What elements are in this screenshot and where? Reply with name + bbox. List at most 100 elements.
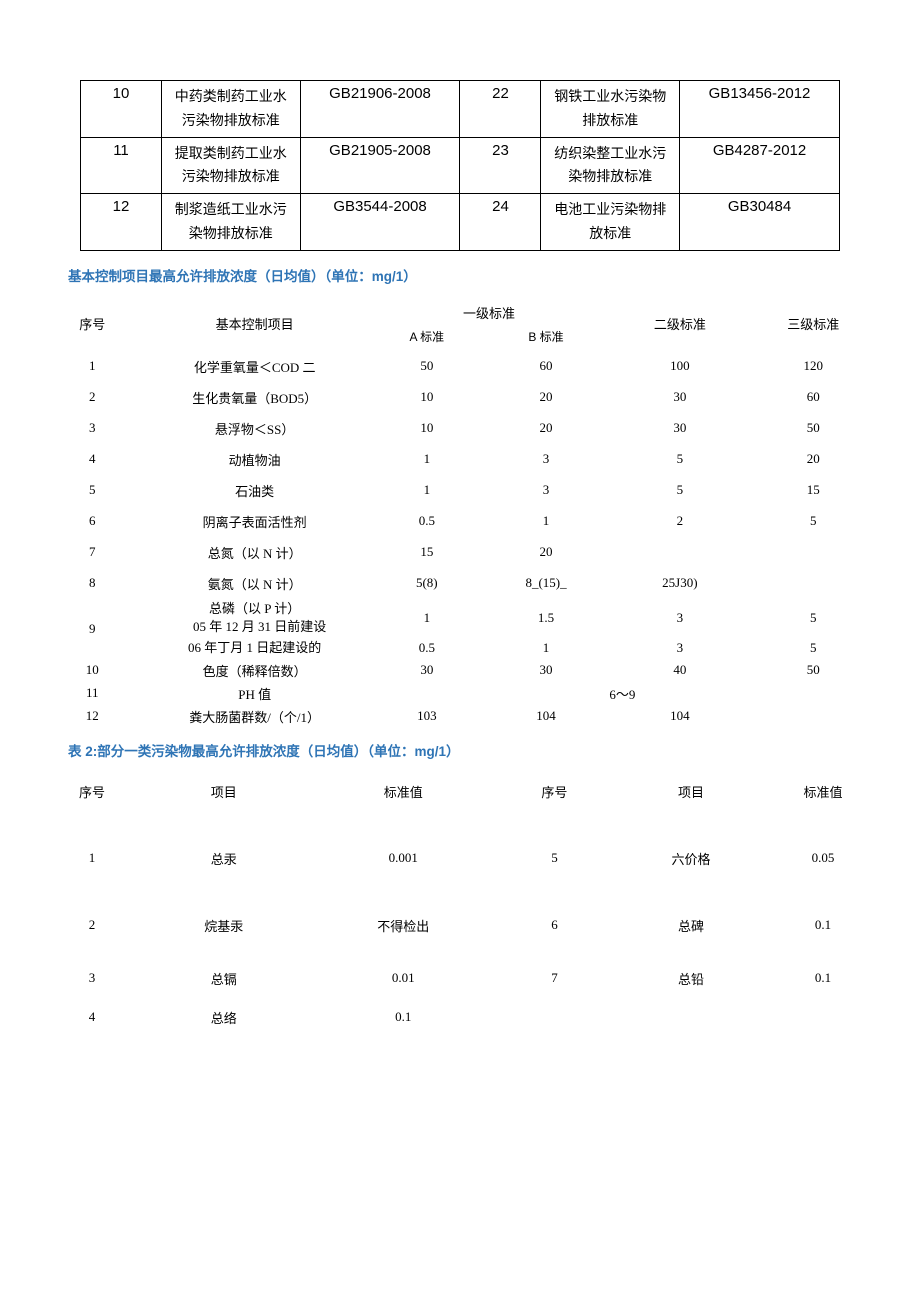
cell-l2: 3 bbox=[608, 638, 751, 659]
cell-merged: 6～9 bbox=[370, 682, 875, 705]
cell-seq: 7 bbox=[45, 537, 140, 568]
cell-item bbox=[611, 998, 771, 1037]
cell-l3: 5 bbox=[752, 506, 876, 537]
table-row: 9总磷（以 P 计）05 年 12 月 31 日前建设11.535 bbox=[45, 599, 875, 638]
basic-limits-table: 序号 基本控制项目 一级标准 二级标准 三级标准 A 标准 B 标准 1 化学重氧… bbox=[45, 297, 875, 728]
cell-l3 bbox=[752, 568, 876, 599]
table-row: 2烷基汞不得检出6总碑0.1 bbox=[45, 892, 875, 959]
cell-seq: 12 bbox=[45, 705, 140, 728]
hdr-level3: 三级标准 bbox=[752, 297, 876, 351]
cell-item: 粪大肠菌群数/（个/1） bbox=[140, 705, 370, 728]
cell-name: 提取类制药工业水污染物排放标准 bbox=[161, 137, 300, 194]
cell-code: GB3544-2008 bbox=[300, 194, 460, 251]
cell-l3: 60 bbox=[752, 382, 876, 413]
cell-code: GB21905-2008 bbox=[300, 137, 460, 194]
basic-limits-header-row-1: 序号 基本控制项目 一级标准 二级标准 三级标准 bbox=[45, 297, 875, 328]
cell-seq: 11 bbox=[45, 682, 140, 705]
cell-l2 bbox=[608, 537, 751, 568]
cell-b: 3 bbox=[484, 475, 608, 506]
cell-l3 bbox=[752, 537, 876, 568]
table-row: 4总络0.1 bbox=[45, 998, 875, 1037]
table-row: 12粪大肠菌群数/（个/1）103104104 bbox=[45, 705, 875, 728]
cell-seq: 3 bbox=[45, 959, 139, 998]
cell-seq: 2 bbox=[45, 382, 140, 413]
cell-idx: 10 bbox=[81, 81, 162, 138]
table-row: 5石油类13515 bbox=[45, 475, 875, 506]
cell-item: 色度（稀释倍数） bbox=[140, 659, 370, 682]
cell-item: 石油类 bbox=[140, 475, 370, 506]
cell-b: 1 bbox=[484, 506, 608, 537]
cell-val: 不得检出 bbox=[309, 892, 498, 959]
cell-item: 动植物油 bbox=[140, 444, 370, 475]
cell-a: 10 bbox=[370, 413, 484, 444]
hdr-level1: 一级标准 bbox=[370, 297, 608, 328]
table-row: 11PH 值6～9 bbox=[45, 682, 875, 705]
table-row: 11提取类制药工业水污染物排放标准GB21905-200823纺织染整工业水污染… bbox=[81, 137, 840, 194]
cell-item: 悬浮物＜SS） bbox=[140, 413, 370, 444]
hdr-item-l: 项目 bbox=[139, 772, 309, 825]
cell-a: 1 bbox=[370, 444, 484, 475]
cell-name: 钢铁工业水污染物排放标准 bbox=[541, 81, 680, 138]
hdr-sub-b: B 标准 bbox=[484, 328, 608, 351]
cell-l2: 40 bbox=[608, 659, 751, 682]
cell-l3: 120 bbox=[752, 351, 876, 382]
cell-l2: 3 bbox=[608, 599, 751, 638]
cell-code: GB13456-2012 bbox=[680, 81, 840, 138]
cell-l2: 5 bbox=[608, 475, 751, 506]
table-row: 4动植物油13520 bbox=[45, 444, 875, 475]
class1-pollutants-tbody: 1总汞0.0015六价格0.052烷基汞不得检出6总碑0.13总镉0.017总铅… bbox=[45, 825, 875, 1037]
table-row: 12制浆造纸工业水污染物排放标准GB3544-200824电池工业污染物排放标准… bbox=[81, 194, 840, 251]
cell-b: 1 bbox=[484, 638, 608, 659]
cell-seq bbox=[498, 998, 611, 1037]
basic-limits-tbody: 1化学重氧量＜COD 二50601001202生化贵氧量（BOD5）102030… bbox=[45, 351, 875, 728]
table-row: 3总镉0.017总铅0.1 bbox=[45, 959, 875, 998]
cell-item: 烷基汞 bbox=[139, 892, 309, 959]
hdr-val-l: 标准值 bbox=[309, 772, 498, 825]
table-row: 2生化贵氧量（BOD5）10203060 bbox=[45, 382, 875, 413]
cell-item: 总铅 bbox=[611, 959, 771, 998]
cell-name: 制浆造纸工业水污染物排放标准 bbox=[161, 194, 300, 251]
cell-seq: 4 bbox=[45, 998, 139, 1037]
cell-idx: 23 bbox=[460, 137, 541, 194]
cell-seq: 4 bbox=[45, 444, 140, 475]
cell-item: 06 年丁月 1 日起建设的 bbox=[140, 638, 370, 659]
cell-name: 纺织染整工业水污染物排放标准 bbox=[541, 137, 680, 194]
cell-val bbox=[771, 998, 875, 1037]
cell-l3: 20 bbox=[752, 444, 876, 475]
cell-code: GB30484 bbox=[680, 194, 840, 251]
hdr-val-r: 标准值 bbox=[771, 772, 875, 825]
cell-item: 总碑 bbox=[611, 892, 771, 959]
cell-a: 103 bbox=[370, 705, 484, 728]
hdr-sub-a: A 标准 bbox=[370, 328, 484, 351]
cell-code: GB21906-2008 bbox=[300, 81, 460, 138]
caption-basic-limits: 基本控制项目最高允许排放浓度（日均值）（单位：mg/1） bbox=[68, 265, 880, 285]
cell-item: 总络 bbox=[139, 998, 309, 1037]
cell-seq: 10 bbox=[45, 659, 140, 682]
standards-index-table: 10中药类制药工业水污染物排放标准GB21906-200822钢铁工业水污染物排… bbox=[80, 80, 840, 251]
cell-b: 20 bbox=[484, 382, 608, 413]
cell-item: 生化贵氧量（BOD5） bbox=[140, 382, 370, 413]
cell-b: 3 bbox=[484, 444, 608, 475]
cell-b: 60 bbox=[484, 351, 608, 382]
table-row: 8氨氮（以 N 计）5(8)8_(15)_25J30) bbox=[45, 568, 875, 599]
cell-val: 0.001 bbox=[309, 825, 498, 892]
hdr-seq: 序号 bbox=[45, 297, 140, 351]
cell-item: 化学重氧量＜COD 二 bbox=[140, 351, 370, 382]
cell-a: 50 bbox=[370, 351, 484, 382]
cell-seq: 9 bbox=[45, 599, 140, 659]
cell-l2: 100 bbox=[608, 351, 751, 382]
cell-a: 0.5 bbox=[370, 638, 484, 659]
cell-l3: 15 bbox=[752, 475, 876, 506]
cell-seq: 5 bbox=[498, 825, 611, 892]
table-row: 1总汞0.0015六价格0.05 bbox=[45, 825, 875, 892]
cell-idx: 24 bbox=[460, 194, 541, 251]
standards-index-tbody: 10中药类制药工业水污染物排放标准GB21906-200822钢铁工业水污染物排… bbox=[81, 81, 840, 251]
class1-pollutants-table: 序号 项目 标准值 序号 项目 标准值 1总汞0.0015六价格0.052烷基汞… bbox=[45, 772, 875, 1037]
cell-val: 0.1 bbox=[771, 892, 875, 959]
cell-b: 8_(15)_ bbox=[484, 568, 608, 599]
hdr-seq-l: 序号 bbox=[45, 772, 139, 825]
cell-val: 0.01 bbox=[309, 959, 498, 998]
cell-l2: 5 bbox=[608, 444, 751, 475]
cell-a: 5(8) bbox=[370, 568, 484, 599]
cell-seq: 6 bbox=[498, 892, 611, 959]
